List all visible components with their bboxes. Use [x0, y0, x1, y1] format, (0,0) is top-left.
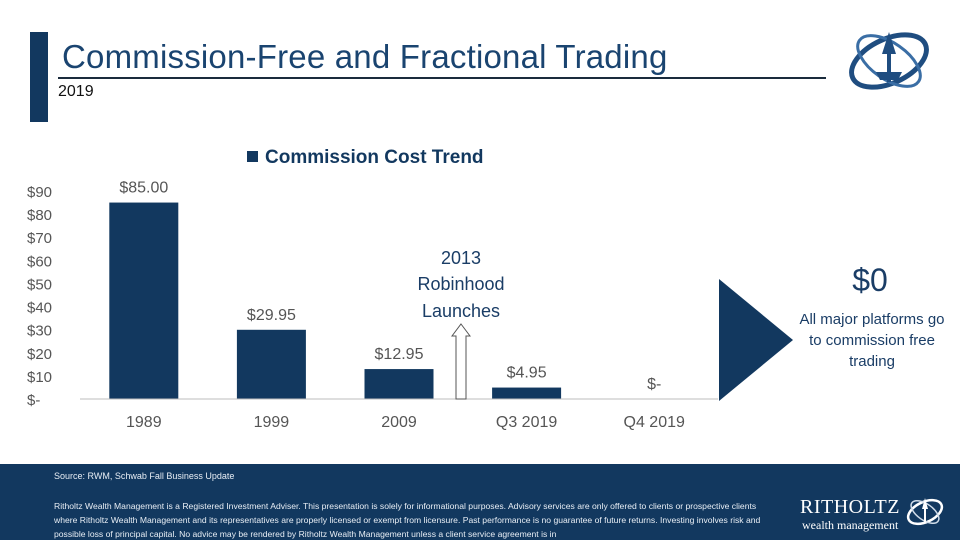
y-tick-label: $50 — [27, 276, 52, 293]
pointer-triangle-icon — [719, 279, 793, 401]
x-tick-label: Q4 2019 — [624, 414, 685, 431]
legend-swatch — [247, 151, 258, 162]
title-accent-bar — [30, 32, 48, 122]
bar-series: $85.00 $29.95 $12.95 $4.95 $- — [109, 180, 661, 399]
callout-value: $0 — [852, 262, 888, 298]
robinhood-annotation: 2013 Robinhood Launches — [417, 248, 505, 400]
x-tick-label: 1999 — [254, 414, 290, 431]
annotation-line-1: 2013 — [441, 248, 481, 268]
title-underline — [58, 77, 826, 79]
annotation-line-3: Launches — [422, 301, 500, 321]
slide-subtitle: 2019 — [58, 83, 94, 100]
y-tick-label: $60 — [27, 253, 52, 270]
bar-2009 — [364, 369, 434, 399]
data-label: $- — [647, 376, 661, 393]
data-label: $4.95 — [507, 365, 547, 382]
commission-cost-chart: Commission Cost Trend $-$10$20$30$40$50$… — [27, 147, 718, 431]
bar-1999 — [236, 329, 306, 399]
footer-brand: RITHOLTZ — [800, 496, 900, 518]
chart-title: Commission Cost Trend — [265, 147, 484, 168]
ritholtz-orbit-logo-icon — [849, 32, 929, 90]
footer-bar: Source: RWM, Schwab Fall Business Update… — [0, 464, 960, 540]
bar-1989 — [109, 202, 179, 399]
x-tick-label: 1989 — [126, 414, 162, 431]
x-axis: 1989 1999 2009 Q3 2019 Q4 2019 — [80, 398, 718, 431]
x-tick-label: Q3 2019 — [496, 414, 557, 431]
y-tick-label: $40 — [27, 300, 52, 317]
data-label: $12.95 — [375, 346, 424, 363]
data-label: $29.95 — [247, 307, 296, 324]
y-axis: $- $10 $20 $30 $40 $50 $60 $70 $80 $90 — [27, 184, 52, 409]
chart-legend: Commission Cost Trend — [247, 147, 484, 168]
up-arrow-icon — [451, 323, 471, 400]
bar-q3-2019 — [492, 387, 562, 399]
y-tick-label: $70 — [27, 230, 52, 247]
y-tick-label: $- — [27, 392, 40, 409]
data-label: $85.00 — [119, 180, 168, 197]
source-note: Source: RWM, Schwab Fall Business Update — [54, 471, 235, 481]
annotation-line-2: Robinhood — [417, 274, 504, 294]
footer-logo: RITHOLTZ wealth management — [800, 490, 950, 534]
y-tick-label: $30 — [27, 323, 52, 340]
y-tick-label: $10 — [27, 369, 52, 386]
footer-orbit-icon — [906, 498, 944, 526]
disclaimer-text: Ritholtz Wealth Management is a Register… — [54, 501, 761, 539]
x-tick-label: 2009 — [381, 414, 417, 431]
y-tick-label: $20 — [27, 346, 52, 363]
y-tick-label: $90 — [27, 184, 52, 201]
y-tick-label: $80 — [27, 207, 52, 224]
footer-tagline: wealth management — [802, 518, 899, 532]
slide-title: Commission-Free and Fractional Trading — [62, 38, 668, 75]
callout-text: All major platforms go to commission fre… — [799, 311, 945, 370]
